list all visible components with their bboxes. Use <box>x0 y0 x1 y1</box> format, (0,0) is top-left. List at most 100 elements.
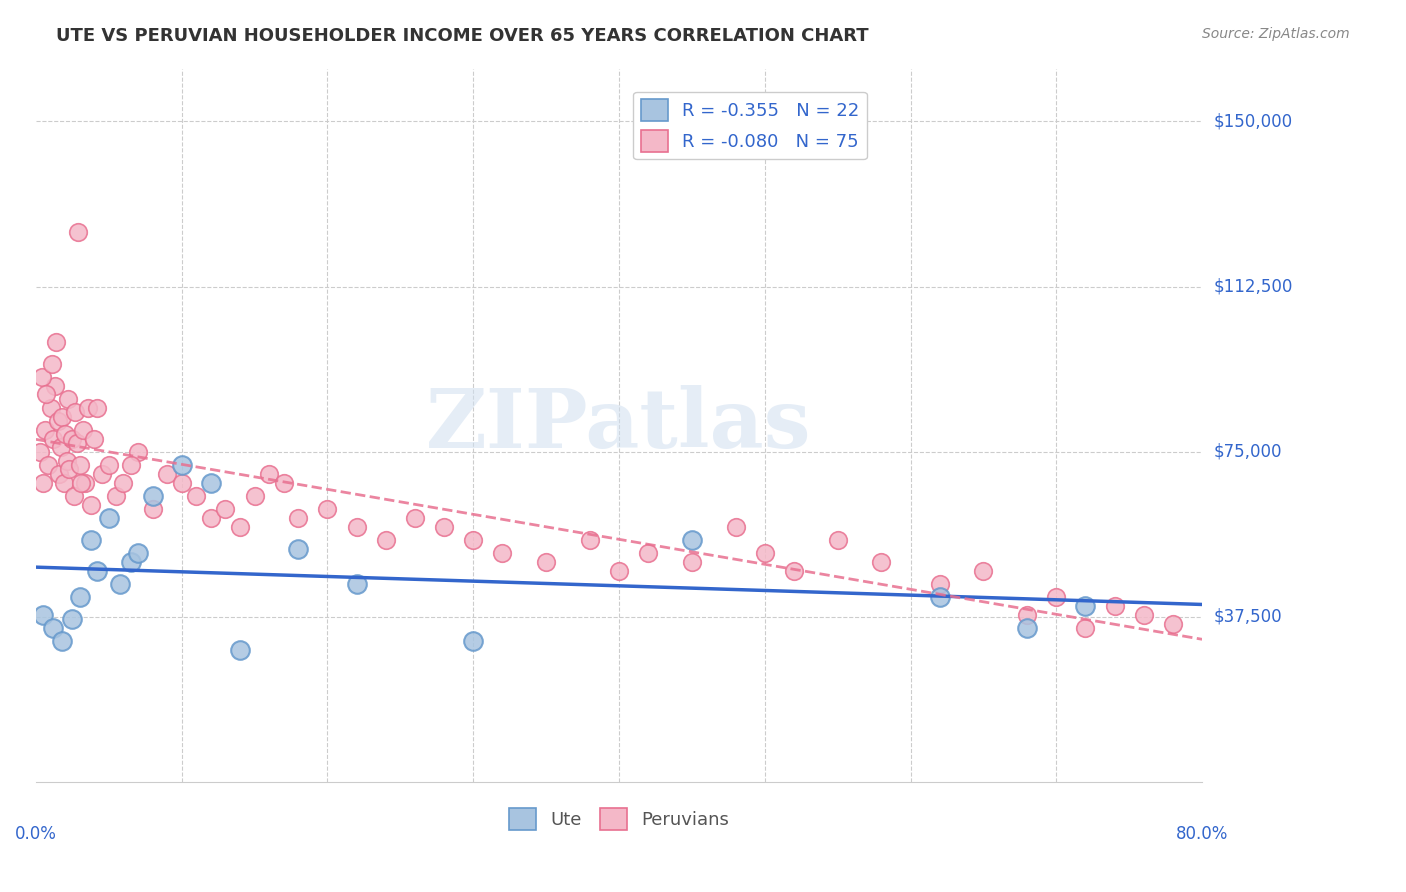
Point <box>75 475 97 490</box>
Point <box>105 489 128 503</box>
Point <box>80 533 103 547</box>
Point <box>783 564 806 578</box>
Point <box>1017 621 1039 635</box>
Point <box>97 458 120 472</box>
Point <box>156 467 179 481</box>
Point <box>66 436 89 450</box>
Point <box>170 458 193 472</box>
Point <box>127 546 149 560</box>
Point <box>316 502 339 516</box>
Point <box>69 590 91 604</box>
Point <box>120 458 142 472</box>
Point <box>51 634 73 648</box>
Point <box>67 225 90 239</box>
Point <box>63 489 86 503</box>
Point <box>83 432 105 446</box>
Point <box>1161 616 1184 631</box>
Point <box>42 621 65 635</box>
Text: $112,500: $112,500 <box>1213 277 1292 295</box>
Legend: Ute, Peruvians: Ute, Peruvians <box>502 801 737 838</box>
Point <box>186 489 208 503</box>
Point <box>1133 607 1156 622</box>
Point <box>30 444 52 458</box>
Point <box>42 432 65 446</box>
Text: UTE VS PERUVIAN HOUSEHOLDER INCOME OVER 65 YEARS CORRELATION CHART: UTE VS PERUVIAN HOUSEHOLDER INCOME OVER … <box>56 27 869 45</box>
Point <box>534 555 557 569</box>
Point <box>46 414 69 428</box>
Point <box>69 458 91 472</box>
Text: ZIPatlas: ZIPatlas <box>426 385 811 466</box>
Point <box>45 334 67 349</box>
Point <box>346 519 368 533</box>
Point <box>200 475 222 490</box>
Point <box>70 475 93 490</box>
Point <box>928 577 950 591</box>
Point <box>52 475 75 490</box>
Point <box>80 498 103 512</box>
Point <box>229 519 252 533</box>
Point <box>142 502 165 516</box>
Point <box>1017 607 1039 622</box>
Point <box>1074 621 1097 635</box>
Point <box>110 577 132 591</box>
Point <box>754 546 776 560</box>
Point <box>55 453 77 467</box>
Point <box>31 369 53 384</box>
Text: $37,500: $37,500 <box>1213 608 1282 626</box>
Point <box>120 555 142 569</box>
Point <box>41 357 63 371</box>
Point <box>53 427 76 442</box>
Point <box>433 519 456 533</box>
Point <box>32 475 55 490</box>
Point <box>72 423 94 437</box>
Point <box>1045 590 1067 604</box>
Point <box>48 467 70 481</box>
Point <box>273 475 295 490</box>
Point <box>346 577 368 591</box>
Point <box>34 423 56 437</box>
Point <box>870 555 893 569</box>
Point <box>44 378 66 392</box>
Point <box>681 555 703 569</box>
Point <box>637 546 659 560</box>
Point <box>200 511 222 525</box>
Point <box>579 533 602 547</box>
Point <box>65 405 87 419</box>
Point <box>142 489 165 503</box>
Text: $75,000: $75,000 <box>1213 442 1282 461</box>
Point <box>928 590 950 604</box>
Point <box>90 467 112 481</box>
Text: 80.0%: 80.0% <box>1175 825 1229 843</box>
Point <box>681 533 703 547</box>
Point <box>49 441 72 455</box>
Point <box>97 511 120 525</box>
Point <box>37 458 59 472</box>
Point <box>1074 599 1097 613</box>
Point <box>491 546 513 560</box>
Point <box>287 541 309 556</box>
Point <box>51 409 73 424</box>
Point <box>827 533 849 547</box>
Point <box>243 489 266 503</box>
Point <box>229 643 252 657</box>
Text: Source: ZipAtlas.com: Source: ZipAtlas.com <box>1202 27 1350 41</box>
Point <box>35 387 58 401</box>
Point <box>607 564 630 578</box>
Point <box>60 432 83 446</box>
Point <box>724 519 747 533</box>
Point <box>86 401 108 415</box>
Text: 0.0%: 0.0% <box>15 825 56 843</box>
Point <box>374 533 396 547</box>
Point <box>112 475 135 490</box>
Point <box>214 502 236 516</box>
Point <box>127 444 149 458</box>
Point <box>287 511 309 525</box>
Point <box>60 612 83 626</box>
Point <box>1104 599 1126 613</box>
Point <box>404 511 426 525</box>
Point <box>463 634 485 648</box>
Point <box>39 401 62 415</box>
Point <box>58 462 80 476</box>
Point <box>972 564 994 578</box>
Point <box>170 475 193 490</box>
